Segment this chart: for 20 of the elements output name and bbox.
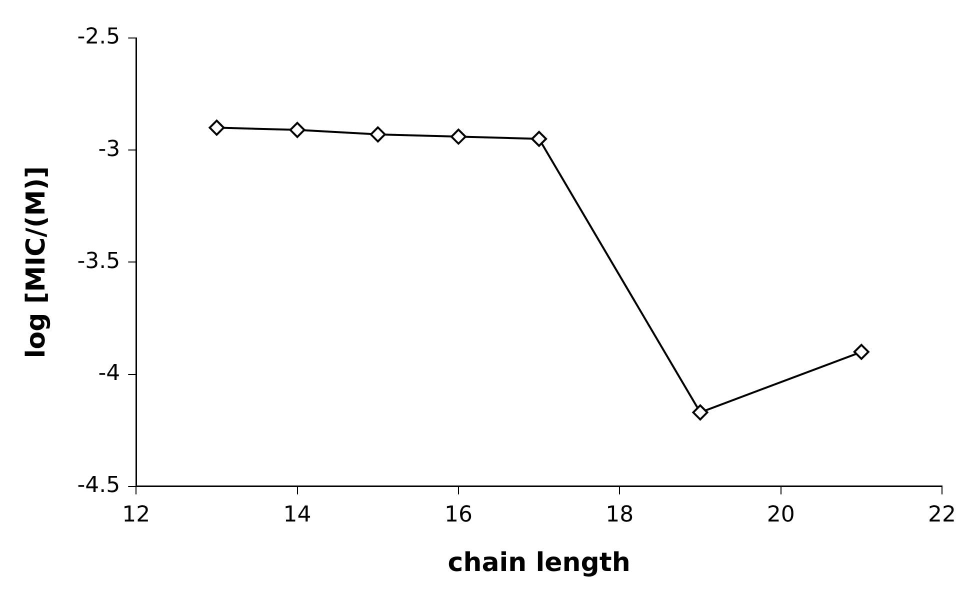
y-tick-label: -4 — [98, 361, 120, 386]
y-tick-label: -2.5 — [77, 24, 120, 50]
y-tick-label: -4.5 — [77, 473, 120, 498]
point — [208, 120, 225, 136]
x-tick-label: 16 — [444, 502, 472, 528]
point — [853, 344, 870, 360]
point — [289, 122, 306, 138]
x-tick-label: 18 — [606, 502, 634, 528]
x-tick-label: 14 — [283, 502, 312, 528]
y-tick-label: -3 — [98, 136, 120, 162]
point — [531, 130, 548, 147]
y-tick-label: -3.5 — [77, 248, 120, 274]
y-axis-title: log [MIC/(M)] — [21, 166, 52, 358]
point — [450, 128, 466, 145]
x-tick-label: 12 — [122, 502, 150, 528]
point — [370, 126, 386, 142]
point — [692, 404, 708, 420]
x-tick-label: 20 — [766, 502, 795, 528]
x-axis-title: chain length — [448, 548, 630, 578]
x-tick-label: 22 — [928, 502, 956, 528]
